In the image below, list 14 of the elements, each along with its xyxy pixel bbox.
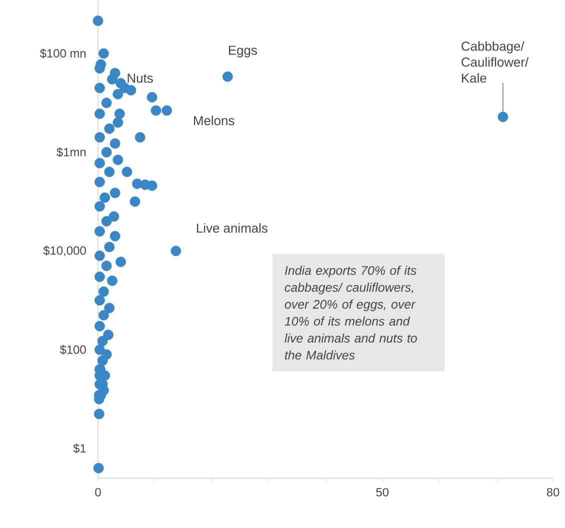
annotation: Eggs	[228, 46, 257, 58]
x-tick-label: 0	[95, 488, 101, 496]
x-tick-label: 50	[376, 488, 389, 496]
annotation: Melons	[194, 116, 234, 126]
y-tick-label: $100	[60, 344, 86, 354]
y-tick-label: $1mn	[56, 147, 86, 157]
annotation: Cabbbage/ Cauliflower/ Kale	[462, 41, 529, 83]
annotation: India exports 70% of its cabbages/ cauliflowers, over 20% of eggs, over 10% of its melons and live animals and nuts to the Maldives	[284, 266, 417, 360]
y-tick-label: $100 mn	[40, 48, 86, 58]
y-tick-label: $10,000	[43, 246, 86, 256]
annotation: Nuts	[128, 74, 153, 83]
x-tick-label: 80	[546, 488, 560, 496]
annotation: Live animals	[196, 223, 268, 233]
y-tick-label: $1	[73, 444, 86, 454]
